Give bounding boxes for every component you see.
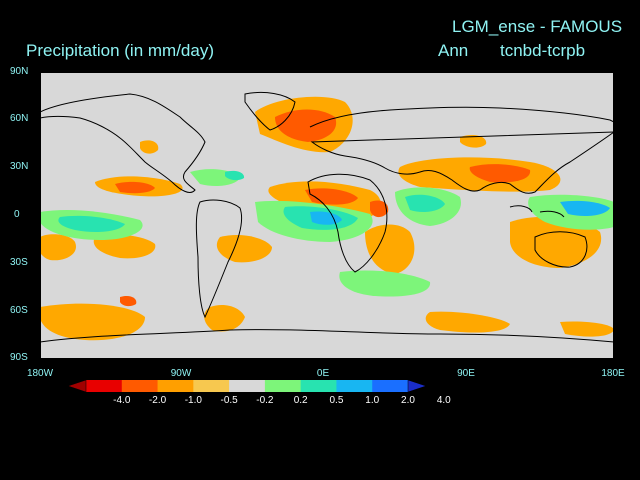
colorbar-label: -0.5 (220, 395, 238, 406)
lat-label-30n: 30N (10, 161, 29, 172)
colorbar-high-arrow (407, 380, 426, 392)
lon-label-90w: 90W (170, 368, 192, 379)
lon-label-90e: 90E (457, 368, 475, 379)
lat-label-30s: 30S (10, 257, 28, 268)
colorbar (68, 380, 426, 392)
precipitation-map (40, 72, 614, 359)
colorbar-label: 2.0 (401, 395, 415, 406)
colorbar-segment (157, 380, 194, 392)
strong-drying-regions (115, 109, 531, 307)
colorbar-segment (264, 380, 302, 392)
colorbar-label: -4.0 (113, 395, 131, 406)
experiment-title: LGM_ense - FAMOUS (452, 17, 623, 36)
coastlines (40, 91, 614, 343)
colorbar-segment (229, 380, 266, 392)
lon-label-180e: 180E (601, 368, 625, 379)
colorbar-segment (372, 380, 409, 392)
difference-label: tcnbd-tcrpb (500, 41, 586, 60)
colorbar-segment (121, 380, 159, 392)
lat-label-eq: 0 (14, 209, 20, 220)
colorbar-label: 4.0 (436, 395, 451, 406)
lat-label-60n: 60N (10, 113, 29, 124)
lon-label-180w: 180W (26, 368, 54, 379)
lat-label-60s: 60S (10, 305, 28, 316)
strong-wetting-regions (58, 170, 610, 232)
colorbar-label: 0.5 (329, 395, 344, 406)
colorbar-label: -2.0 (148, 395, 167, 406)
colorbar-segment (86, 380, 123, 392)
colorbar-segment (193, 380, 230, 392)
lat-label-90s: 90S (10, 352, 28, 363)
colorbar-segment (336, 380, 373, 392)
colorbar-label: -0.2 (256, 395, 274, 406)
colorbar-label: 1.0 (365, 395, 380, 406)
season-label: Ann (438, 41, 469, 60)
map-frame (40, 72, 614, 359)
colorbar-label: 0.2 (293, 395, 308, 406)
lon-label-0e: 0E (316, 368, 330, 379)
colorbar-segment (300, 380, 337, 392)
variable-title: Precipitation (in mm/day) (26, 41, 215, 60)
colorbar-low-arrow (68, 380, 87, 392)
lat-label-90n: 90N (10, 66, 29, 77)
colorbar-label: -1.0 (184, 395, 202, 406)
